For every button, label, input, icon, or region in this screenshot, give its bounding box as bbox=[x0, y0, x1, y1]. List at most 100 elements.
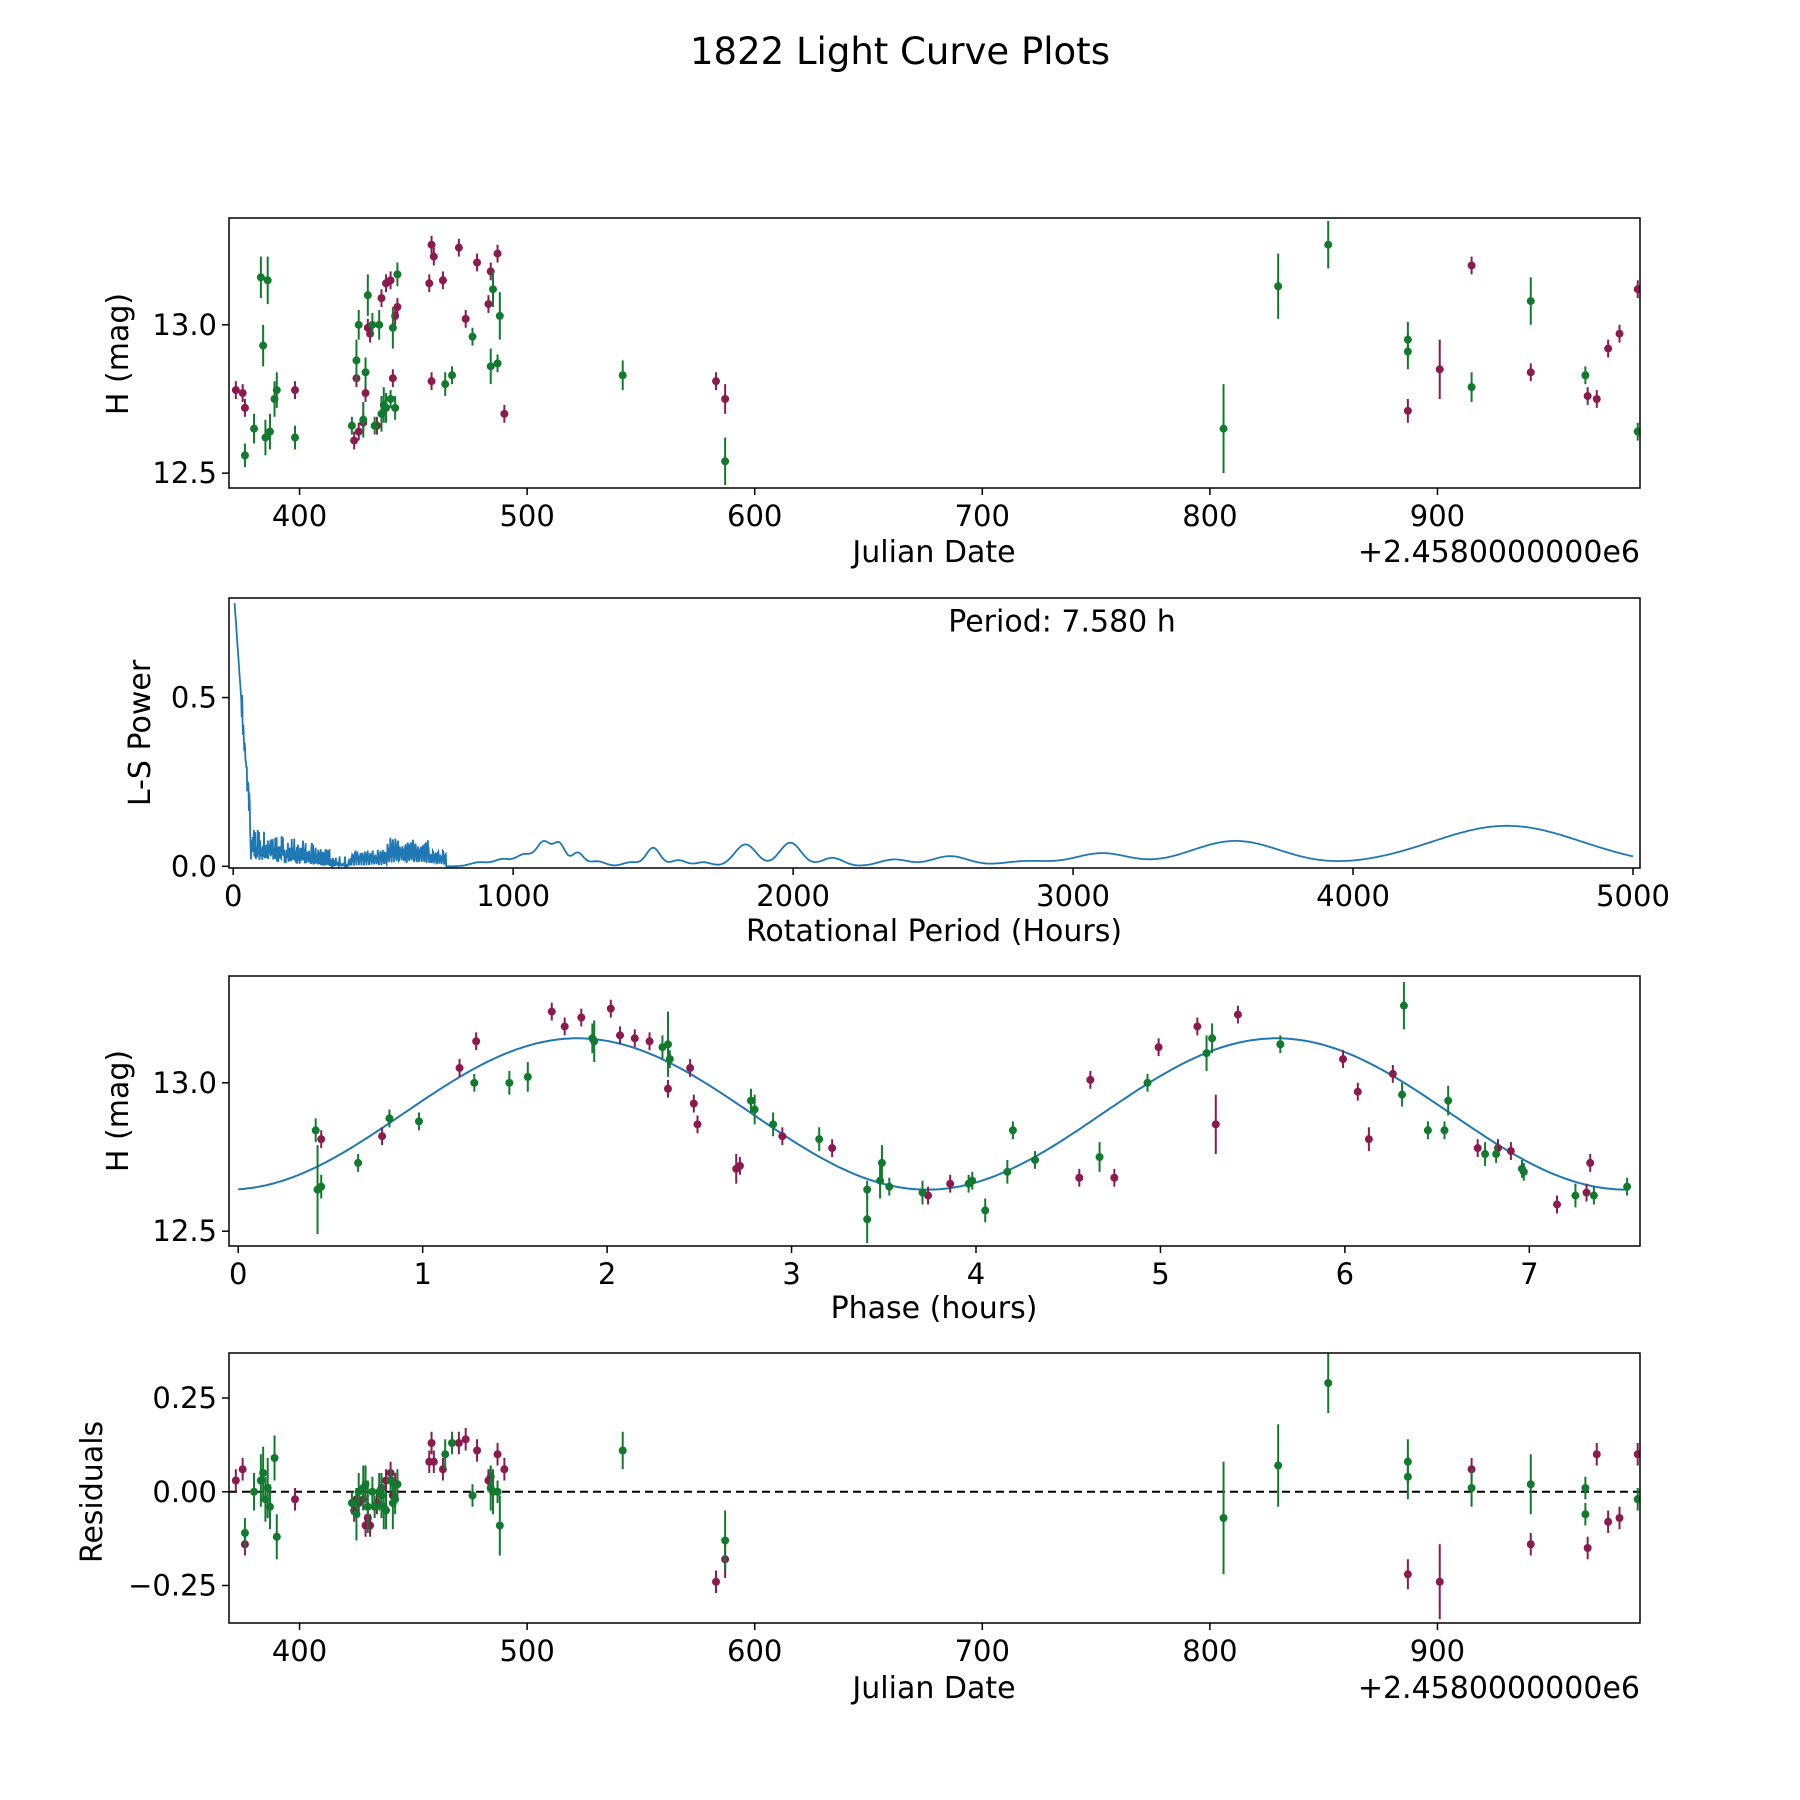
data-point bbox=[735, 1156, 744, 1175]
marker bbox=[1615, 329, 1624, 338]
x-tick-label: 4 bbox=[967, 1257, 985, 1291]
x-tick-label: 400 bbox=[272, 1634, 327, 1668]
data-point bbox=[388, 307, 397, 349]
marker bbox=[1143, 1078, 1152, 1087]
marker bbox=[455, 1063, 464, 1072]
x-tick-label: 400 bbox=[272, 499, 327, 533]
data-point bbox=[547, 1002, 556, 1021]
panel-light-curve-xlabel: Julian Date bbox=[850, 535, 1015, 570]
data-point bbox=[263, 256, 272, 305]
marker bbox=[461, 1435, 470, 1444]
data-point bbox=[290, 425, 299, 450]
marker bbox=[721, 394, 730, 403]
data-point bbox=[1526, 1454, 1535, 1515]
data-point bbox=[658, 1035, 667, 1060]
data-point bbox=[354, 1154, 363, 1172]
marker bbox=[231, 386, 240, 395]
panel-periodogram-xlabel: Rotational Period (Hours) bbox=[746, 914, 1122, 949]
marker bbox=[1274, 282, 1283, 291]
marker bbox=[505, 1078, 514, 1087]
marker bbox=[968, 1176, 977, 1185]
marker bbox=[778, 1132, 787, 1141]
data-point bbox=[1211, 1094, 1220, 1155]
marker bbox=[1274, 1461, 1283, 1470]
marker bbox=[363, 1502, 372, 1511]
marker bbox=[590, 1037, 599, 1046]
panel-residuals-frame bbox=[228, 1352, 1641, 1624]
marker bbox=[1581, 371, 1590, 380]
data-point bbox=[250, 1473, 259, 1511]
marker bbox=[1633, 1495, 1640, 1504]
marker bbox=[386, 394, 395, 403]
marker bbox=[645, 1037, 654, 1046]
marker bbox=[317, 1135, 326, 1144]
marker bbox=[1435, 1577, 1444, 1586]
x-tick-label: 5000 bbox=[1596, 879, 1670, 913]
marker bbox=[665, 1055, 674, 1064]
marker bbox=[1633, 285, 1640, 294]
marker bbox=[290, 433, 299, 442]
data-point bbox=[721, 437, 730, 486]
sinusoid-fit-line bbox=[238, 1037, 1628, 1191]
data-point bbox=[256, 256, 265, 299]
marker bbox=[263, 276, 272, 285]
data-point bbox=[240, 398, 249, 417]
data-point bbox=[968, 1171, 977, 1190]
x-tick-label: 1 bbox=[413, 1257, 431, 1291]
marker bbox=[488, 285, 497, 294]
marker bbox=[461, 314, 470, 323]
panel-residuals: Julian Date Residuals +2.4580000000e6 40… bbox=[75, 1352, 1641, 1706]
marker bbox=[238, 389, 247, 398]
marker bbox=[946, 1179, 955, 1188]
data-point bbox=[488, 271, 497, 308]
data-point bbox=[493, 1443, 502, 1466]
data-point bbox=[448, 366, 457, 385]
marker bbox=[1403, 1472, 1412, 1481]
panel-phase-folded-plot-area bbox=[238, 981, 1632, 1244]
marker bbox=[350, 436, 359, 445]
data-point bbox=[354, 309, 363, 340]
panel-phase-folded-ylabel: H (mag) bbox=[101, 1050, 136, 1172]
marker bbox=[265, 1502, 274, 1511]
data-point bbox=[981, 1198, 990, 1223]
marker bbox=[1571, 1191, 1580, 1200]
x-tick-label: 600 bbox=[727, 499, 782, 533]
data-point bbox=[454, 238, 463, 257]
data-point bbox=[863, 1195, 872, 1244]
data-point bbox=[378, 1127, 387, 1146]
marker bbox=[414, 1117, 423, 1126]
data-point bbox=[618, 1431, 627, 1470]
x-tick-label: 600 bbox=[727, 1634, 782, 1668]
data-point bbox=[1208, 1023, 1217, 1054]
data-point bbox=[1467, 1469, 1476, 1507]
marker bbox=[1481, 1150, 1490, 1159]
data-point bbox=[382, 1491, 391, 1530]
data-point bbox=[1467, 372, 1476, 402]
y-tick-label: 13.0 bbox=[152, 1066, 217, 1100]
marker bbox=[1615, 1514, 1624, 1522]
marker bbox=[377, 294, 386, 303]
data-point bbox=[448, 1431, 457, 1455]
data-point bbox=[1615, 1506, 1624, 1530]
marker bbox=[1583, 1544, 1592, 1552]
marker bbox=[712, 377, 721, 386]
data-point bbox=[393, 1469, 402, 1500]
data-point bbox=[1526, 1533, 1535, 1556]
data-point bbox=[918, 1180, 927, 1205]
data-point bbox=[493, 1480, 502, 1503]
data-point bbox=[1353, 1082, 1362, 1101]
x-tick-label: 700 bbox=[955, 499, 1010, 533]
marker bbox=[523, 1072, 532, 1081]
marker bbox=[721, 1536, 730, 1545]
marker bbox=[1031, 1155, 1040, 1164]
panel-light-curve-plot-area bbox=[231, 220, 1640, 486]
marker bbox=[1581, 1484, 1590, 1492]
periodogram-line bbox=[233, 603, 1634, 868]
data-point bbox=[505, 1070, 514, 1095]
x-tick-label: 500 bbox=[499, 499, 554, 533]
marker bbox=[231, 1476, 240, 1485]
data-point bbox=[500, 1458, 509, 1481]
marker bbox=[448, 371, 457, 380]
marker bbox=[1467, 261, 1476, 270]
marker bbox=[493, 1487, 502, 1496]
